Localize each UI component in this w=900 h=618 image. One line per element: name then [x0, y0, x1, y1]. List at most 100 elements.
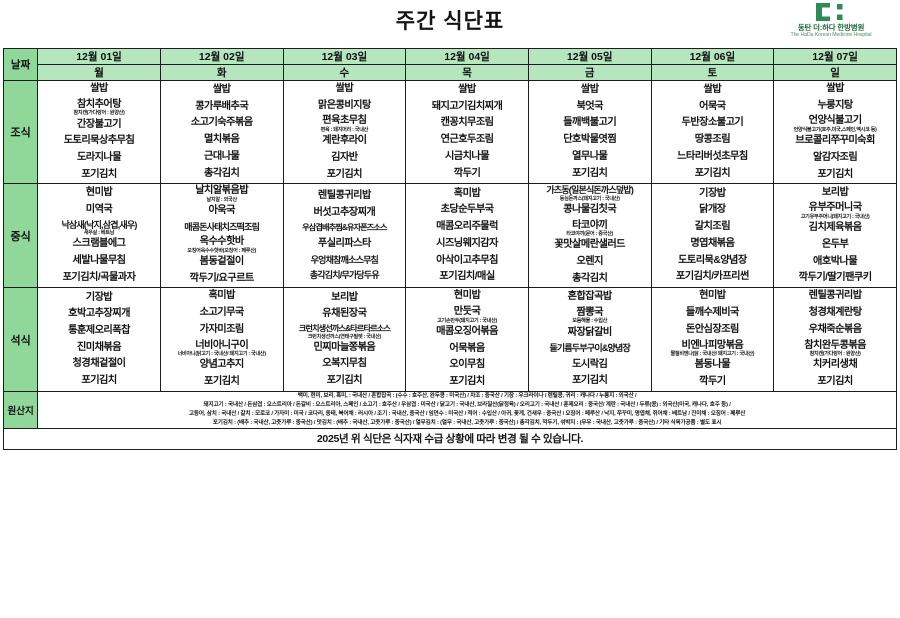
dish-item: 청경채계란탕 [808, 307, 862, 319]
dish-item: 치커리생채 [813, 359, 858, 371]
dish-origin-note: 참치캔(가다랑어 : 원양산) [73, 110, 125, 117]
dish-origin-note: 고기손만두(돼지고기 : 국내산) [437, 317, 497, 324]
meal-row-breakfast: 조식 쌀밥 참치추어탕 참치캔(가다랑어 : 원양산) 간장불고기 도토리묵상추무침 도라… [2, 79, 897, 185]
dish-origin-note: 참치캔(가다랑어 : 원양산) [809, 351, 861, 358]
dish-item: 포기김치 [81, 375, 117, 387]
dish-item: 매콤오징어볶음 [436, 325, 498, 337]
dish-item: 세발나물무침 [72, 255, 126, 266]
dish-item: 민찌마늘쫑볶음 [313, 341, 376, 353]
dish-item: 옥수수핫바 오징어옥수수핫바(오징어 : 페루산) [161, 235, 283, 254]
dish-origin-note: 크런치생선까스(연태구필렛 : 국내산) [307, 333, 381, 340]
dish-item: 포기김치 [326, 375, 363, 387]
dish-item: 도토리묵상추무침 [63, 135, 135, 147]
dish-item: 어묵볶음 [449, 342, 485, 354]
dish-item: 간장불고기 [76, 118, 122, 130]
dish-item: 혼합잡곡밥 [567, 291, 613, 303]
dish-item: 캔꽁치무조림 [440, 117, 494, 129]
dish-item: 스크램블에그 [72, 238, 126, 250]
menu-cell: 기장밥 닭개장 갈치조림 명엽채볶음 도토리묵&양념장 포기김치/카프리썬 [650, 183, 775, 289]
dish-item: 기장밥 [85, 291, 113, 303]
day-of-week-header: 화 [159, 64, 284, 81]
menu-cell: 흑미밥 초당순두부국 매콤오리주물럭 시즈닝웨지감자 아삭이고추무침 포기김치/매실 [405, 183, 529, 289]
dish-list: 쌀밥 참치추어탕 참치캔(가다랑어 : 원양산) 간장불고기 도토리묵상추무침 도라지나물… [38, 81, 160, 183]
dish-origin-note: 오징어옥수수핫바(오징어 : 페루산) [187, 247, 257, 254]
dish-item: 포기김치 [694, 167, 731, 179]
date-label-header: 날짜 [2, 48, 39, 81]
dish-item: 도토리묵&양념장 [678, 254, 747, 266]
dish-list: 흑미밥 소고기무국 가자미조림 너비아니구이 너비아니(닭고기 : 국내산/ 돼지고기 … [161, 288, 283, 390]
dish-item: 우채죽순볶음 [808, 323, 862, 335]
menu-cell: 기장밥 호박고추장찌개 통훈제오리폭찹 진미채볶음 청경채겉절이 포기김치 [37, 287, 161, 392]
dish-list: 렌틸콩귀리밥 청경채계란탕 우채죽순볶음 참치완두콩볶음 참치캔(가다랑어 : 원양산)… [774, 288, 896, 390]
dish-item: 명엽채볶음 [690, 237, 735, 249]
dish-item: 소고기숙주볶음 [190, 117, 253, 129]
dish-item: 들깨수제비국 [685, 307, 739, 319]
origin-row: 원산지 백미, 현미, 보리, 흑미, : 국내산 / 혼합잡곡 : (수수 :… [2, 390, 897, 429]
dish-item: 비엔나피망볶음 짤질비엔나(닭 : 국내산/ 돼지고기 : 국내산) [652, 339, 774, 358]
day-date-header: 12월 05일 [527, 48, 652, 65]
dish-item: 봄동나물 [694, 359, 731, 371]
dish-list: 쌀밥 어묵국 두반장소불고기 땅콩조림 느타리버섯초무침 포기김치 [652, 82, 774, 182]
dish-item: 렌틸콩귀리밥 [317, 190, 371, 202]
dish-item: 유채된장국 [322, 308, 367, 320]
dish-item: 시금치나물 [444, 150, 490, 162]
day-of-week-header: 일 [773, 64, 897, 81]
dish-item: 깍두기 [699, 376, 726, 388]
menu-cell: 렌틸콩귀리밥 버섯고추장찌개 우삼겹배추찜&유자폰즈소스 푸실리파스타 우엉채참깨소스무… [282, 183, 407, 289]
origin-line: 포기김치 : (배추 : 국내산, 고춧가루 : 중국산) / 맛김치 : (배… [212, 419, 722, 426]
dish-item: 짜장닭갈비 [567, 326, 613, 338]
dish-item: 포기김치 [572, 375, 608, 387]
menu-cell: 현미밥 미역국 낙삼새(낙지,삼겹,새우) 새우살 : 베트남 스크램블에그 세발나물무침… [37, 183, 161, 289]
dish-origin-note: 타코야끼(문어 : 중국산) [566, 231, 614, 238]
menu-cell: 쌀밥 누룽지탕 언양식불고기 언양식불고기(호주,미국,스페인,멕시코 등) 브로콜리쭈… [773, 79, 897, 185]
dish-item: 깍두기/딸기팬쿠키 [798, 272, 872, 284]
dish-item: 유부주머니국 고기유부주머니(돼지고기 : 국내산) [774, 201, 896, 220]
menu-cell: 렌틸콩귀리밥 청경채계란탕 우채죽순볶음 참치완두콩볶음 참치캔(가다랑어 : 원양산)… [773, 287, 897, 392]
dish-item: 초당순두부국 [440, 204, 494, 216]
dish-item: 들깨백불고기 [563, 117, 617, 129]
dish-item: 돈안심장조림 [685, 323, 739, 335]
menu-cell: 흑미밥 소고기무국 가자미조림 너비아니구이 너비아니(닭고기 : 국내산/ 돼지고기 … [159, 287, 284, 392]
dish-item: 갈치조림 [694, 221, 731, 233]
origin-label: 원산지 [2, 390, 39, 429]
origin-line: 고등어, 삼치 : 국내산 / 갈치 : 모로코 / 가자미 : 미국 / 코다… [188, 410, 746, 417]
menu-cell: 쌀밥 북엇국 들깨백불고기 단호박물엿찜 열무나물 포기김치 [527, 79, 652, 185]
dish-item: 깍두기 [453, 167, 481, 179]
dish-item: 쌀밥 [335, 83, 354, 94]
dish-item: 총각김치 [204, 167, 240, 179]
dish-item: 쌀밥 [580, 84, 599, 96]
dish-item: 땅콩조림 [694, 134, 731, 146]
dish-item: 푸실리파스타 [317, 238, 371, 250]
table-body: 조식 쌀밥 참치추어탕 참치캔(가다랑어 : 원양산) 간장불고기 도토리묵상추무침 도라… [2, 79, 897, 450]
dish-item: 편육초무침 편육 : 돼지머리 : 국내산 [284, 114, 406, 133]
menu-cell: 보리밥 유채된장국 크런치생선까스&타르타르소스 크런치생선까스(연태구필렛 : 국내… [282, 287, 407, 392]
dish-item: 멸치볶음 [204, 134, 240, 146]
dish-item: 렌틸콩귀리밥 [808, 290, 862, 302]
menu-cell: 현미밥 만둣국 고기손만두(돼지고기 : 국내산) 매콤오징어볶음 어묵볶음 오이무침 포기… [405, 287, 529, 392]
page-title: 주간 식단표 [395, 10, 505, 33]
dish-item: 깍두기/요구르트 [189, 272, 255, 284]
dish-item: 오이무침 [449, 359, 485, 371]
origin-line: 백미, 현미, 보리, 흑미, : 국내산 / 혼합잡곡 : (수수 : 호주산… [297, 392, 637, 399]
dish-item: 현미밥 [699, 290, 726, 302]
dish-item: 도라지나물 [76, 151, 122, 163]
dish-item: 너비아니구이 너비아니(닭고기 : 국내산/ 돼지고기 : 국내산) [161, 339, 283, 358]
dish-origin-note: 짤질비엔나(닭 : 국내산/ 돼지고기 : 국내산) [670, 351, 755, 358]
dish-list: 가츠동(일본식돈까스덮밥) 등심돈까스(돼지고기 : 국내산) 콩나물김칫국 타코야끼… [529, 184, 651, 287]
dish-item: 포기김치 [81, 168, 117, 180]
dish-item: 흑미밥 [453, 187, 481, 199]
meal-row-lunch: 중식 현미밥 미역국 낙삼새(낙지,삼겹,새우) 새우살 : 베트남 스크램블에그 세발나… [2, 183, 897, 289]
dish-item: 보리밥 [821, 186, 849, 198]
dish-item: 김치제육볶음 [808, 222, 862, 234]
dish-item: 브로콜리쭈꾸미숙회 [795, 135, 875, 147]
dish-item: 날치알볶음밥 날치알 : 외국산 [161, 184, 283, 203]
dish-item: 느타리버섯초무침 [677, 150, 748, 162]
meal-label-breakfast: 조식 [2, 79, 39, 185]
weekly-menu-table: 날짜 12월 01일 12월 02일 12월 03일 12월 04일 12월 0… [2, 48, 897, 450]
header-row-date: 날짜 12월 01일 12월 02일 12월 03일 12월 04일 12월 0… [2, 48, 897, 81]
dish-list: 기장밥 호박고추장찌개 통훈제오리폭찹 진미채볶음 청경채겉절이 포기김치 [38, 290, 160, 390]
day-of-week-header: 금 [527, 64, 652, 81]
day-date-header: 12월 02일 [159, 48, 284, 65]
day-date-header: 12월 07일 [773, 48, 897, 65]
dish-item: 진미채볶음 [76, 341, 122, 353]
